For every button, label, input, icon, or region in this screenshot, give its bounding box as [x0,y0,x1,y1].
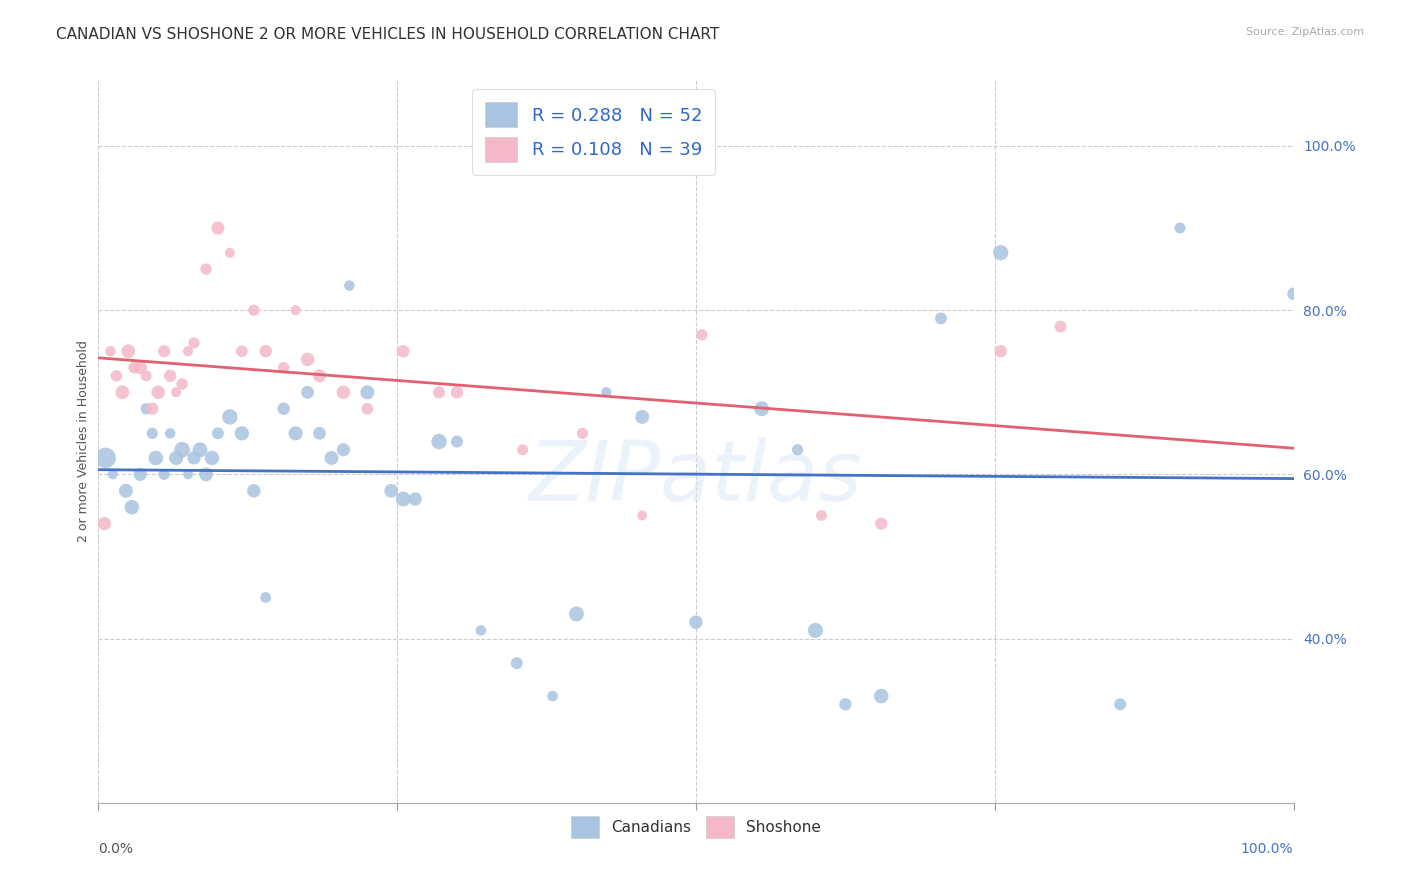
Point [141,401,163,416]
Point [111,385,134,400]
Point [195,262,218,277]
Point [148,385,170,400]
Point [297,352,319,367]
Point [93,516,115,531]
Point [446,385,468,400]
Point [231,344,253,359]
Point [201,450,224,465]
Point [254,591,277,605]
Point [121,500,143,515]
Text: Source: ZipAtlas.com: Source: ZipAtlas.com [1246,27,1364,37]
Point [273,401,295,416]
Y-axis label: 2 or more Vehicles in Household: 2 or more Vehicles in Household [77,341,90,542]
Text: CANADIAN VS SHOSHONE 2 OR MORE VEHICLES IN HOUSEHOLD CORRELATION CHART: CANADIAN VS SHOSHONE 2 OR MORE VEHICLES … [56,27,720,42]
Point [356,401,378,416]
Point [165,385,187,400]
Point [308,426,330,441]
Point [98,344,122,359]
Point [308,368,330,383]
Point [129,360,152,375]
Point [332,385,354,400]
Point [188,442,211,457]
Point [631,508,654,523]
Point [273,360,295,375]
Point [117,344,139,359]
Point [690,327,713,342]
Point [1168,221,1191,235]
Point [243,483,266,498]
Text: 100.0%: 100.0% [1241,842,1294,855]
Point [183,450,205,465]
Point [990,245,1012,260]
Text: 0.0%: 0.0% [98,842,134,855]
Point [284,303,307,318]
Point [541,689,564,703]
Point [159,426,181,441]
Point [1109,698,1132,712]
Point [284,426,307,441]
Point [195,467,218,482]
Point [810,508,832,523]
Point [595,385,617,400]
Point [870,516,893,531]
Point [990,344,1012,359]
Point [1049,319,1071,334]
Point [177,344,200,359]
Point [219,245,242,260]
Point [135,401,157,416]
Point [685,615,707,630]
Point [571,426,593,441]
Point [404,491,426,506]
Point [392,491,415,506]
Point [183,336,205,351]
Point [129,467,152,482]
Point [124,360,146,375]
Point [380,483,402,498]
Point [159,368,181,383]
Point [115,483,138,498]
Point [512,442,534,457]
Legend: Canadians, Shoshone: Canadians, Shoshone [564,809,828,846]
Point [145,450,167,465]
Point [565,607,588,621]
Point [207,221,229,235]
Point [427,385,450,400]
Point [153,467,176,482]
Point [321,450,343,465]
Point [506,657,529,671]
Point [153,344,176,359]
Point [165,450,187,465]
Point [105,368,128,383]
Point [297,385,319,400]
Point [243,303,266,318]
Point [427,434,450,449]
Point [254,344,277,359]
Point [172,442,194,457]
Point [870,689,893,703]
Point [231,426,253,441]
Point [356,385,378,400]
Point [751,401,773,416]
Point [332,442,354,457]
Point [929,311,952,326]
Point [94,450,117,465]
Text: ZIPatlas: ZIPatlas [529,437,863,518]
Point [339,278,361,293]
Point [1282,286,1305,301]
Point [172,377,194,392]
Point [207,426,229,441]
Point [470,624,492,638]
Point [786,442,808,457]
Point [219,409,242,424]
Point [101,467,124,482]
Point [392,344,415,359]
Point [631,409,654,424]
Point [804,624,827,638]
Point [141,426,163,441]
Point [177,467,200,482]
Point [135,368,157,383]
Point [446,434,468,449]
Point [834,698,856,712]
